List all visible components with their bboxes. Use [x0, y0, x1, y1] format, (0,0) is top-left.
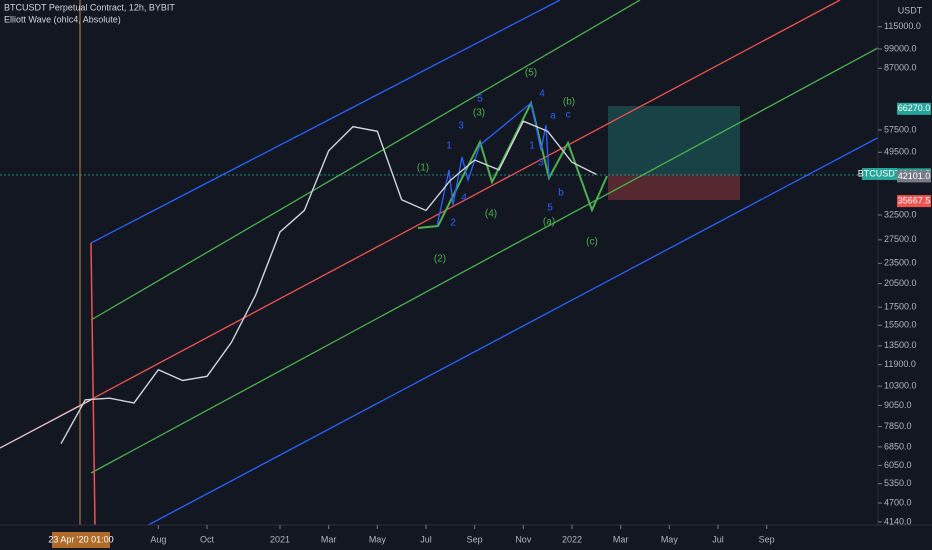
x-tick-label: Sep [759, 534, 775, 544]
wave-label: 4 [539, 89, 545, 100]
wave-label: c [566, 110, 571, 121]
price-axis [878, 0, 932, 550]
symbol-tag-bg [862, 168, 897, 180]
wave-label: 1 [529, 141, 535, 152]
y-tick-label: 20500.0 [884, 278, 917, 288]
drawings [0, 0, 878, 525]
x-tick-label: May [661, 534, 679, 544]
x-tick-label: Nov [515, 534, 532, 544]
channel-start [90, 242, 96, 525]
profit-zone [608, 106, 740, 175]
wave-label: 1 [446, 141, 452, 152]
wave-label: 2 [450, 218, 456, 229]
wave-label: (c) [586, 237, 598, 248]
y-tick-label: 99000.0 [884, 43, 917, 53]
y-tick-label: 4140.0 [884, 516, 912, 526]
wave-label: 4 [461, 193, 467, 204]
x-tick-label: 2021 [270, 534, 290, 544]
x-tick-label: Jul [712, 534, 724, 544]
indicator-name: Elliott Wave (ohlc4, Absolute) [4, 14, 121, 24]
y-tick-label: 5350.0 [884, 478, 912, 488]
wave-label: (1) [417, 163, 429, 174]
y-tick-label: 49500.0 [884, 147, 917, 157]
wave-label: b [558, 188, 564, 199]
x-tick-label: Oct [200, 534, 215, 544]
channel-lower [146, 136, 878, 525]
price-tag-label: 66270.0 [898, 103, 931, 113]
chart-title: BTCUSDT Perpetual Contract, 12h, BYBIT [4, 2, 175, 12]
channel-center [0, 0, 841, 449]
y-tick-label: 15500.0 [884, 320, 917, 330]
plot-area [60, 120, 597, 445]
wave-label: (2) [434, 254, 446, 265]
y-tick-label: 23500.0 [884, 258, 917, 268]
wave-label: a [550, 111, 556, 122]
y-tick-label: 27500.0 [884, 234, 917, 244]
y-tick-label: 11900.0 [884, 359, 916, 369]
y-tick-label: 10300.0 [884, 381, 917, 391]
price-line-series [60, 120, 597, 445]
x-tick-label: Jul [420, 534, 432, 544]
crosshair-time: 23 Apr '20 01:00 [48, 534, 113, 544]
y-tick-label: 32500.0 [884, 209, 917, 219]
wave-label: (a) [543, 217, 555, 228]
x-tick-label: 2022 [562, 534, 582, 544]
wave-label: (5) [525, 68, 537, 79]
price-tag [897, 170, 931, 183]
loss-zone [608, 175, 740, 200]
wave-label: (3) [473, 108, 485, 119]
wave-label: 5 [547, 203, 553, 214]
y-tick-label: 57500.0 [884, 124, 917, 134]
y-tick-label: 6850.0 [884, 441, 912, 451]
symbol-tag: BTCUSDT [858, 168, 901, 178]
price-tag [897, 195, 931, 208]
channel-mid-lower [90, 47, 878, 474]
channel-upper [90, 0, 561, 244]
x-tick-label: Aug [150, 534, 166, 544]
wave-labels: (1) (2) (3) (4) (5) (a) (b) (c) 1 2 3 4 … [417, 68, 598, 265]
price-tag [897, 102, 931, 115]
wave-label: (b) [563, 97, 575, 108]
y-tick-label: 13500.0 [884, 340, 917, 350]
y-tick-label: 115000.0 [884, 21, 921, 31]
x-tick-label: Mar [321, 534, 337, 544]
wave-label: 3 [458, 121, 464, 132]
wave-label: 3 [538, 158, 544, 169]
x-tick-label: May [369, 534, 387, 544]
wave-minor [436, 101, 550, 227]
channel-mid-upper [90, 0, 641, 321]
price-tag-label: 35667.5 [898, 195, 931, 205]
y-tick-label: 17500.0 [884, 302, 917, 312]
x-tick-label: Mar [613, 534, 629, 544]
channel-extension [0, 399, 92, 449]
wave-label: (4) [485, 209, 497, 220]
y-tick-label: 6050.0 [884, 460, 912, 470]
y-tick-label: 4700.0 [884, 497, 912, 507]
y-tick-label: 9050.0 [884, 400, 912, 410]
x-tick-label: Sep [467, 534, 483, 544]
wave-label: 5 [477, 94, 483, 105]
y-tick-label: 7850.0 [884, 421, 912, 431]
crosshair-time-bg [52, 532, 110, 548]
currency: USDT [898, 5, 923, 15]
y-tick-label: 87000.0 [884, 63, 917, 73]
price-tag-label: 42101.0 [898, 171, 931, 181]
